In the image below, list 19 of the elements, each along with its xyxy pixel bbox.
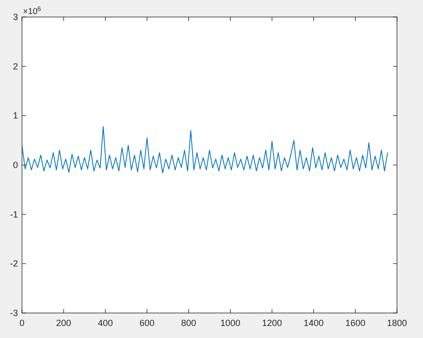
y-tick-label: 0	[12, 160, 18, 170]
x-tick-label: 400	[98, 318, 113, 328]
x-tick-label: 1600	[345, 318, 366, 328]
x-tick-label: 600	[139, 318, 155, 328]
text: ×10$^{6}$	[23, 6, 42, 16]
x-tick-label: 200	[56, 318, 72, 328]
y-tick-label: -3	[10, 308, 18, 318]
y-tick-label: 2	[12, 61, 18, 72]
x-tick-label: 1200	[262, 318, 282, 328]
x-tick-label: 1000	[220, 318, 240, 328]
line-series	[22, 126, 388, 174]
y-tick-label: 3	[12, 12, 18, 22]
y-tick-label: -1	[10, 209, 18, 220]
x-tick-label: 0	[19, 318, 25, 328]
y-tick-label: -2	[10, 258, 18, 269]
x-tick-label: 800	[181, 318, 196, 328]
y-tick-label: 1	[12, 110, 18, 121]
x-tick-label: 1400	[304, 318, 324, 328]
x-tick-label: 1800	[386, 318, 408, 328]
